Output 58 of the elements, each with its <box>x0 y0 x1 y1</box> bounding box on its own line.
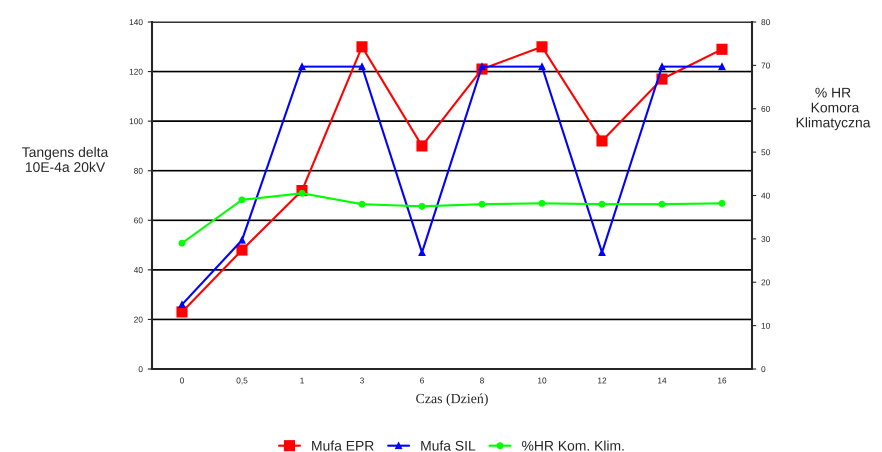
point <box>358 200 366 208</box>
point <box>178 301 186 308</box>
point <box>356 41 368 52</box>
point <box>596 135 608 147</box>
point <box>238 196 246 204</box>
x-tick-label: 0 <box>180 378 184 384</box>
y2-tick-label: 20 <box>761 279 770 286</box>
point <box>478 200 486 208</box>
point <box>178 240 186 247</box>
point <box>238 236 246 244</box>
point <box>538 63 546 70</box>
point <box>718 200 726 207</box>
point <box>418 249 426 256</box>
y-tick-label: 0 <box>138 366 143 372</box>
legend-label: Mufa EPR <box>312 440 374 451</box>
y2-tick-label: 10 <box>762 322 770 329</box>
x-tick-label: 1 <box>300 378 304 384</box>
point <box>658 63 666 70</box>
y-tick-label: 40 <box>134 267 143 273</box>
y-tick-label: 140 <box>130 19 143 26</box>
y2-tick-label: 60 <box>761 106 770 112</box>
y2-tick-label: 80 <box>761 19 770 26</box>
point <box>536 41 548 52</box>
point <box>598 200 606 208</box>
point <box>176 306 188 318</box>
x-tick-label: 8 <box>480 378 484 384</box>
y-tick-label: 20 <box>134 316 143 323</box>
point <box>716 44 728 55</box>
x-tick-label: 3 <box>360 378 364 384</box>
legend-label: Mufa SIL <box>421 440 476 451</box>
x-axis-title: Czas (Dzień) <box>416 393 488 406</box>
point <box>416 140 428 152</box>
y2-tick-label: 50 <box>761 149 770 156</box>
y-tick-label: 60 <box>134 217 143 224</box>
point <box>658 200 666 208</box>
y2-tick-label: 0 <box>761 366 766 372</box>
y2-tick-label: 30 <box>761 236 770 242</box>
point <box>298 63 306 70</box>
x-tick-label: 16 <box>718 378 726 384</box>
legend-label: %HR Kom. Klim. <box>522 440 624 451</box>
x-tick-label: 14 <box>658 378 666 384</box>
point <box>236 244 248 256</box>
y2-tick-label: 70 <box>761 62 770 68</box>
point <box>418 202 426 210</box>
x-tick-label: 6 <box>420 378 424 384</box>
y-tick-label: 120 <box>130 68 143 75</box>
point <box>598 249 606 256</box>
x-tick-label: 0,5 <box>236 378 248 384</box>
x-tick-label: 12 <box>598 378 606 384</box>
point <box>538 200 546 207</box>
y-tick-label: 80 <box>134 168 143 174</box>
point <box>718 63 726 70</box>
point <box>358 63 366 70</box>
x-tick-label: 10 <box>538 378 546 384</box>
y2-axis-title: % HR Komora Klimatyczna <box>796 88 870 130</box>
y2-tick-label: 40 <box>761 192 770 199</box>
y-axis-title: Tangens delta 10E-4a 20kV <box>22 146 108 172</box>
y-tick-label: 100 <box>130 118 143 124</box>
